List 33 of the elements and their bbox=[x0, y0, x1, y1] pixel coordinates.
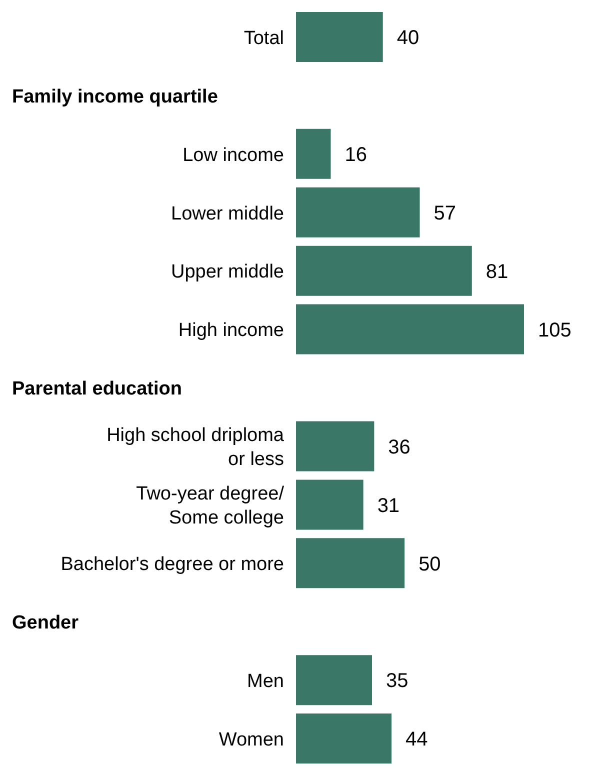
data-label: 40 bbox=[396, 27, 420, 50]
y-tick-label: Total bbox=[244, 28, 284, 49]
y-tick-label: High school driploma or less bbox=[106, 425, 284, 470]
bar bbox=[296, 304, 524, 354]
data-label: 35 bbox=[386, 670, 408, 692]
text: Parental education bbox=[12, 378, 182, 400]
bar bbox=[296, 246, 472, 296]
y-tick-label: Low income bbox=[182, 144, 284, 166]
text: Gender bbox=[12, 612, 80, 634]
bar bbox=[296, 655, 372, 706]
y-tick-label: Bachelor's degree or more bbox=[60, 554, 284, 576]
y-tick-label: Two-year degree/ Some college bbox=[136, 484, 285, 529]
bar bbox=[296, 480, 364, 530]
data-label: 105 bbox=[538, 319, 572, 342]
data-label: 81 bbox=[486, 260, 508, 283]
data-label: 44 bbox=[406, 728, 428, 751]
data-label: 16 bbox=[344, 144, 367, 166]
data-label: 57 bbox=[434, 202, 456, 224]
text: Family income quartile bbox=[12, 86, 218, 108]
bar bbox=[296, 714, 392, 764]
bar bbox=[296, 421, 374, 472]
y-tick-label: High income bbox=[178, 320, 284, 342]
y-tick-label: Men bbox=[247, 670, 284, 692]
data-label: 31 bbox=[377, 494, 400, 517]
data-label: 36 bbox=[388, 436, 410, 458]
bar bbox=[296, 12, 383, 62]
y-tick-label: Women bbox=[218, 729, 284, 750]
y-tick-label: Lower middle bbox=[171, 203, 284, 224]
bar bbox=[296, 187, 420, 238]
y-tick-label: Upper middle bbox=[171, 262, 284, 283]
data-label: 50 bbox=[418, 553, 441, 576]
bar bbox=[296, 538, 405, 588]
bar bbox=[296, 128, 331, 179]
